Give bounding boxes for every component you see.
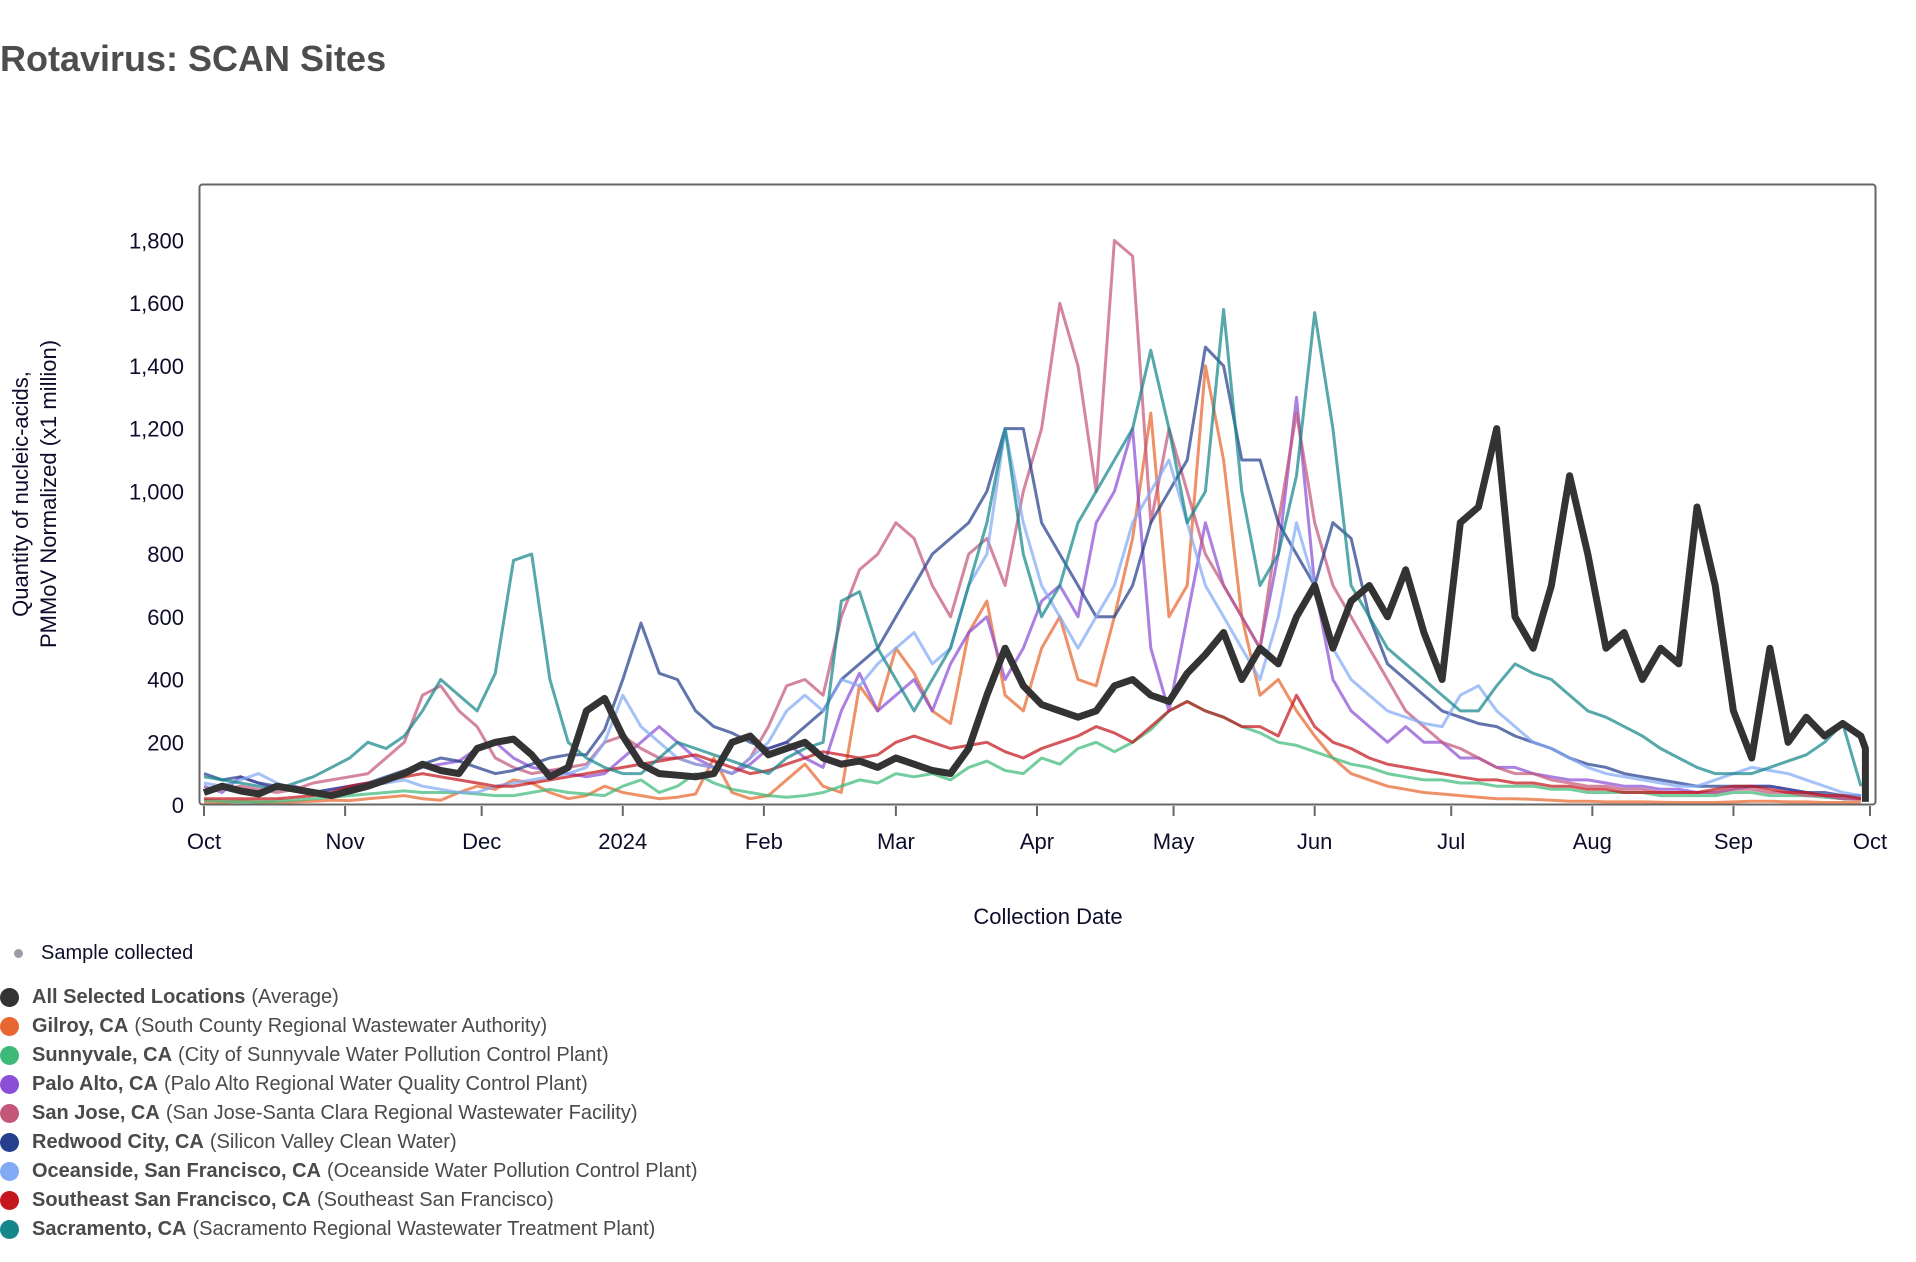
legend-site-name: (Average) bbox=[251, 985, 339, 1008]
legend-color-dot-icon bbox=[0, 1219, 19, 1239]
legend-location-name: Oceanside, San Francisco, CA bbox=[32, 1159, 321, 1182]
y-tick-label: 0 bbox=[172, 793, 184, 818]
y-axis: 0 200 400 600 800 1,000 1,200 1,400 1,600 1,800 bbox=[129, 228, 184, 818]
y-tick-label: 1,200 bbox=[129, 417, 184, 442]
y-tick-label: 1,000 bbox=[129, 479, 184, 504]
series-line-oceanside-san-francisco-ca bbox=[203, 427, 1862, 798]
legend-item[interactable]: Palo Alto, CA (Palo Alto Regional Water Q… bbox=[0, 1070, 588, 1098]
legend-site-name: (Southeast San Francisco) bbox=[316, 1188, 554, 1211]
y-tick-label: 1,800 bbox=[129, 228, 184, 253]
legend-site-name: (Oceanside Water Pollution Control Plant… bbox=[327, 1159, 698, 1182]
series-line-sunnyvale-ca bbox=[203, 700, 1861, 804]
legend-item[interactable]: Sacramento, CA (Sacramento Regional Waste… bbox=[0, 1215, 655, 1243]
series-line-san-jose-ca bbox=[203, 239, 1861, 801]
y-tick-label: 800 bbox=[147, 542, 184, 567]
legend-color-dot-icon bbox=[0, 1190, 19, 1210]
series-line-redwood-city-ca bbox=[203, 345, 1861, 798]
y-tick-label: 400 bbox=[147, 668, 184, 693]
legend-item[interactable]: Sunnyvale, CA (City of Sunnyvale Water Po… bbox=[0, 1041, 609, 1069]
x-tick-label: Jul bbox=[1437, 829, 1465, 854]
y-axis-title-line-1: Quantity of nucleic-acids, bbox=[8, 371, 33, 617]
x-tick-label: Feb bbox=[745, 829, 783, 854]
x-axis-title: Collection Date bbox=[973, 904, 1122, 929]
legend-location-name: Southeast San Francisco, CA bbox=[32, 1188, 311, 1211]
legend-location-name: Sacramento, CA bbox=[32, 1217, 187, 1240]
y-tick-label: 200 bbox=[147, 730, 184, 755]
legend-site-name: (South County Regional Wastewater Author… bbox=[134, 1014, 548, 1037]
x-tick-label: May bbox=[1153, 829, 1195, 854]
legend-location-name: Palo Alto, CA bbox=[32, 1072, 158, 1095]
legend-site-name: (San Jose-Santa Clara Regional Wastewate… bbox=[165, 1101, 638, 1124]
x-tick-label: Oct bbox=[1853, 829, 1887, 854]
legend-location-name: Sunnyvale, CA bbox=[32, 1043, 173, 1066]
legend-item[interactable]: All Selected Locations (Average) bbox=[0, 983, 339, 1011]
series-line-gilroy-ca bbox=[203, 364, 1861, 804]
legend-item[interactable]: Southeast San Francisco, CA (Southeast Sa… bbox=[0, 1186, 554, 1214]
y-tick-label: 1,400 bbox=[129, 354, 184, 379]
x-axis: Oct Nov Dec 2024 Feb Mar Apr May Jun Jul Aug Sep Oct bbox=[187, 806, 1887, 854]
x-tick-label: Apr bbox=[1020, 829, 1054, 854]
legend-item[interactable]: Gilroy, CA (South County Regional Wastewa… bbox=[0, 1012, 547, 1040]
legend-location-name: San Jose, CA bbox=[32, 1101, 160, 1124]
legend-color-dot-icon bbox=[0, 987, 19, 1007]
legend-site-name: (Palo Alto Regional Water Quality Contro… bbox=[163, 1072, 588, 1095]
x-tick-label: Sep bbox=[1714, 829, 1753, 854]
x-tick-label: Oct bbox=[187, 829, 221, 854]
page-title: Rotavirus: SCAN Sites bbox=[0, 38, 387, 79]
legend-item[interactable]: San Jose, CA (San Jose-Santa Clara Region… bbox=[0, 1099, 638, 1127]
legend-sample-collected: Sample collected bbox=[0, 938, 193, 968]
plot-frame bbox=[198, 183, 1877, 806]
line-chart: Oct Nov Dec 2024 Feb Mar Apr May Jun Jul Aug Sep Oct… bbox=[8, 183, 1887, 929]
legend-site-name: (Sacramento Regional Wastewater Treatmen… bbox=[192, 1217, 656, 1240]
y-axis-title-line-2: PMMoV Normalized (x1 million) bbox=[36, 340, 61, 648]
legend-location-name: Gilroy, CA bbox=[32, 1014, 129, 1037]
legend-location-name: All Selected Locations bbox=[32, 985, 246, 1008]
x-tick-label: Aug bbox=[1573, 829, 1612, 854]
y-tick-label: 600 bbox=[147, 605, 184, 630]
series-line-sacramento-ca bbox=[203, 308, 1863, 791]
legend-color-dot-icon bbox=[0, 1103, 19, 1123]
legend-color-dot-icon bbox=[0, 1074, 19, 1094]
legend-color-dot-icon bbox=[0, 1045, 19, 1065]
legend-color-dot-icon bbox=[0, 1161, 19, 1181]
legend-site-name: (City of Sunnyvale Water Pollution Contr… bbox=[178, 1043, 609, 1066]
x-tick-label: Nov bbox=[326, 829, 365, 854]
x-tick-label: Mar bbox=[877, 829, 915, 854]
legend-color-dot-icon bbox=[0, 1016, 19, 1036]
y-tick-label: 1,600 bbox=[129, 291, 184, 316]
x-tick-label: Dec bbox=[462, 829, 501, 854]
legend-color-dot-icon bbox=[0, 1132, 19, 1152]
legend-item[interactable]: Redwood City, CA (Silicon Valley Clean Wa… bbox=[0, 1128, 457, 1156]
legend-item[interactable]: Oceanside, San Francisco, CA (Oceanside W… bbox=[0, 1157, 698, 1185]
x-tick-label: Jun bbox=[1297, 829, 1332, 854]
series-line-southeast-san-francisco-ca bbox=[204, 693, 1862, 801]
series-line-all-selected-locations-average bbox=[202, 425, 1869, 802]
legend-location-name: Redwood City, CA bbox=[32, 1130, 204, 1153]
legend-site-name: (Silicon Valley Clean Water) bbox=[209, 1130, 457, 1153]
plot-lines bbox=[202, 239, 1869, 804]
sample-collected-label: Sample collected bbox=[41, 941, 194, 964]
x-tick-label: 2024 bbox=[598, 829, 647, 854]
sample-dot-icon bbox=[14, 948, 23, 958]
